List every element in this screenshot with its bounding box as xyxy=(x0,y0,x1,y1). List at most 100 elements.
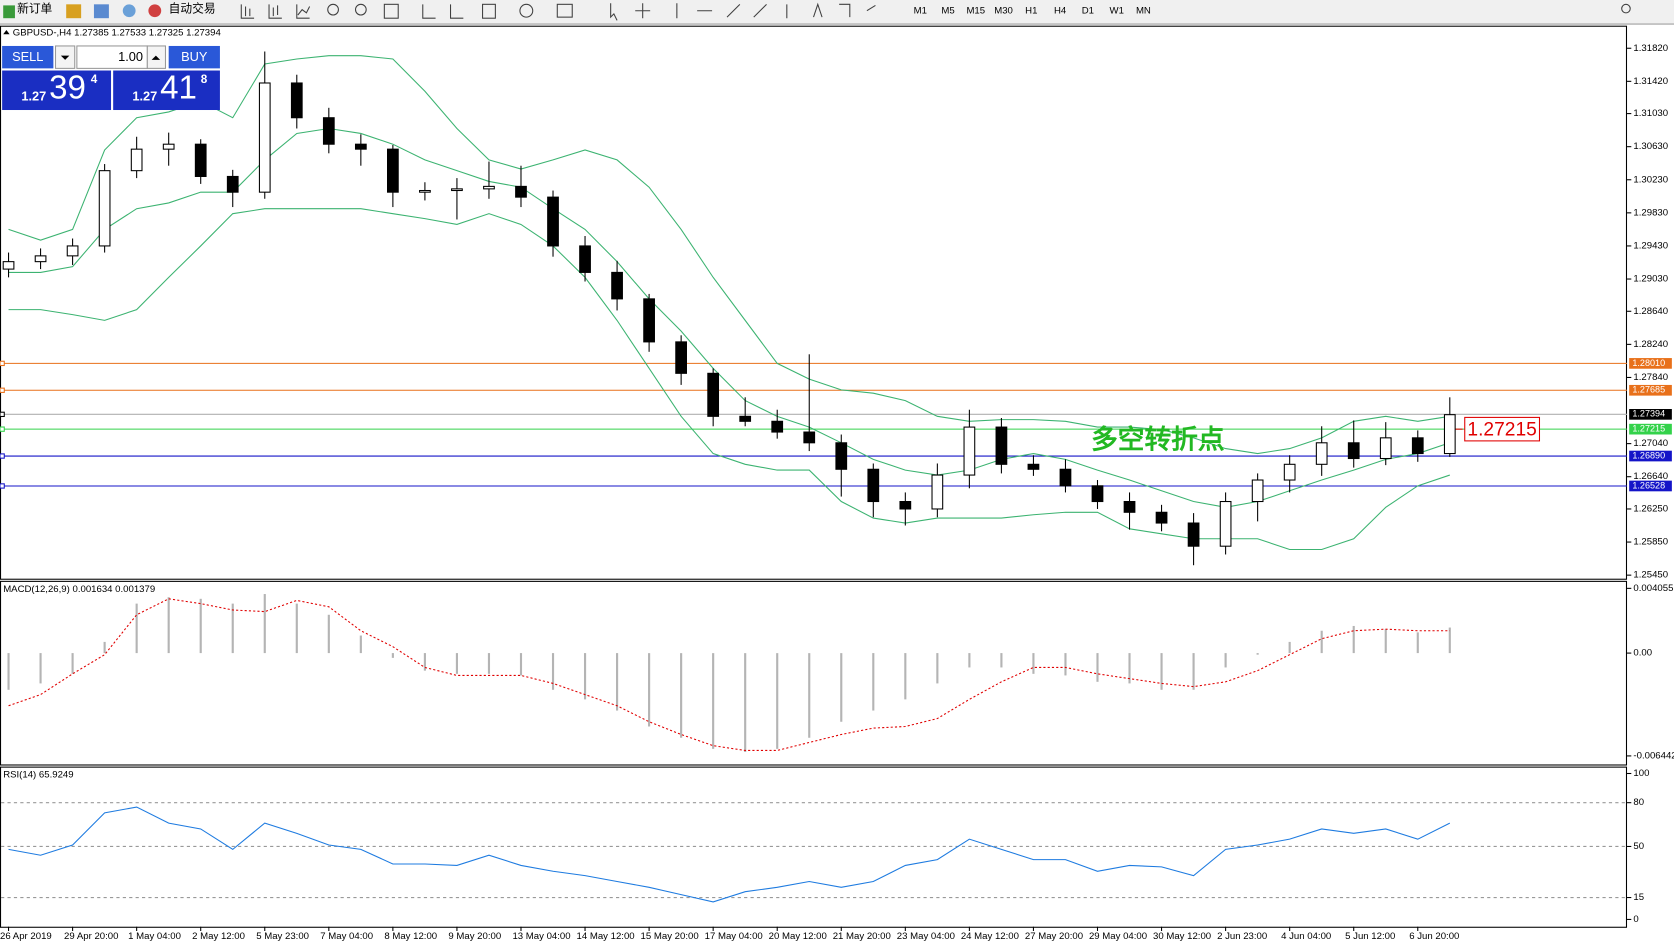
level-label: 1.26890 xyxy=(1632,450,1665,460)
sell-button[interactable] xyxy=(2,45,54,69)
candle-body xyxy=(1027,463,1040,470)
x-tick-label: 23 May 04:00 xyxy=(897,931,955,942)
candle-body xyxy=(899,500,912,510)
toolbar-icon[interactable] xyxy=(93,4,109,19)
rsi-frame xyxy=(0,766,1628,928)
candle-body xyxy=(1059,468,1072,487)
candle-body xyxy=(995,426,1008,465)
templates[interactable] xyxy=(556,3,573,18)
buy-button[interactable] xyxy=(168,45,220,69)
lot-value[interactable]: 1.00 xyxy=(118,49,143,64)
x-tick-label: 14 May 12:00 xyxy=(577,931,635,942)
rsi-line xyxy=(8,806,1451,903)
search-icon[interactable] xyxy=(1621,3,1631,14)
candle-body xyxy=(1091,485,1104,503)
y-tick-label: 1.27040 xyxy=(1633,438,1668,449)
sell-price-box[interactable] xyxy=(2,70,112,111)
candle-body xyxy=(419,189,431,193)
timeframe-bar[interactable]: M1 M5 M15 M30 H1 H4 D1 W1 MN xyxy=(914,5,1151,16)
candle-tool[interactable] xyxy=(268,4,282,19)
spinner-arrow[interactable] xyxy=(151,55,161,60)
callout-label: 1.27215 xyxy=(1467,419,1536,440)
candle-body xyxy=(2,261,15,270)
candle-body xyxy=(931,474,944,510)
y-tick-label: 1.25450 xyxy=(1633,570,1668,581)
new-order-icon[interactable] xyxy=(3,5,15,19)
candle-body xyxy=(1443,414,1456,455)
toolbar-tools[interactable] xyxy=(240,2,1631,21)
candle-body xyxy=(1411,437,1424,455)
buy-price-box[interactable] xyxy=(113,70,220,111)
timeframe-button[interactable]: H1 xyxy=(1025,5,1037,16)
sell-price-pips[interactable]: 39 xyxy=(49,69,86,106)
x-tick-label: 21 May 20:00 xyxy=(833,931,891,942)
bar-chart-tool[interactable] xyxy=(240,4,255,19)
level-handle xyxy=(0,387,5,393)
timeframe-button[interactable]: M1 xyxy=(914,5,927,16)
x-tick-label: 2 May 12:00 xyxy=(192,931,245,942)
timeframe-button[interactable]: W1 xyxy=(1110,5,1124,16)
toolbar xyxy=(0,0,1674,24)
buy-label[interactable]: BUY xyxy=(181,49,208,64)
level-label: 1.26528 xyxy=(1632,480,1665,490)
sell-label[interactable]: SELL xyxy=(12,49,43,64)
zoom-in[interactable] xyxy=(327,3,339,16)
toolbar-icon[interactable] xyxy=(66,4,82,19)
y-tick-label: 1.29030 xyxy=(1633,274,1668,285)
toolbar-icon[interactable] xyxy=(122,4,136,18)
line-tool[interactable] xyxy=(296,4,311,19)
level-handle xyxy=(0,411,5,418)
candle-body xyxy=(258,82,271,193)
x-tick-label: 1 May 04:00 xyxy=(128,931,181,942)
y-tick-label: 100 xyxy=(1633,768,1649,779)
crosshair-tool[interactable] xyxy=(635,3,651,19)
buy-price-big[interactable]: 1.27 xyxy=(132,89,157,104)
new-order-button[interactable]: 新订单 xyxy=(17,2,52,16)
cursor-tool[interactable] xyxy=(610,3,618,21)
sell-price-fraction[interactable]: 4 xyxy=(91,73,98,86)
candle-body xyxy=(194,143,207,177)
tile-windows[interactable] xyxy=(383,3,399,19)
scroll-tools[interactable] xyxy=(422,4,464,19)
timeframe-button[interactable]: D1 xyxy=(1082,5,1094,16)
level-label: 1.28010 xyxy=(1632,358,1665,368)
level-handle xyxy=(0,453,5,459)
y-tick-label: 0.004055 xyxy=(1633,583,1673,594)
y-tick-label: 1.31030 xyxy=(1633,108,1668,119)
indicators[interactable] xyxy=(482,3,496,19)
bollinger-band xyxy=(8,55,1450,455)
y-tick-label: 1.30630 xyxy=(1633,141,1668,152)
timeframe-button[interactable]: M15 xyxy=(966,5,985,16)
buy-price-fraction[interactable]: 8 xyxy=(201,73,208,86)
bollinger-band xyxy=(8,208,1450,551)
timeframe-button[interactable]: MN xyxy=(1136,5,1151,16)
y-tick-label: 0 xyxy=(1633,914,1638,925)
y-tick-label: 1.31820 xyxy=(1633,43,1668,54)
candle-body xyxy=(1315,442,1328,465)
chart-menu-arrow[interactable] xyxy=(3,29,10,35)
y-tick-label: 1.29830 xyxy=(1633,207,1668,218)
candle-body xyxy=(1283,463,1296,481)
sell-price-big[interactable]: 1.27 xyxy=(21,89,46,104)
candle-body xyxy=(611,271,623,300)
auto-trading-icon[interactable] xyxy=(148,4,162,18)
level-label: 1.27685 xyxy=(1632,385,1665,395)
x-tick-label: 8 May 12:00 xyxy=(384,931,437,942)
y-tick-label: 1.25850 xyxy=(1633,537,1668,548)
periods[interactable] xyxy=(519,3,534,18)
candle-body xyxy=(803,431,816,444)
x-tick-label: 27 May 20:00 xyxy=(1025,931,1083,942)
candle-body xyxy=(1155,511,1168,524)
timeframe-button[interactable]: M30 xyxy=(994,5,1013,16)
auto-trading-button[interactable]: 自动交易 xyxy=(169,2,216,16)
timeframe-button[interactable]: M5 xyxy=(941,5,954,16)
timeframe-button[interactable]: H4 xyxy=(1054,5,1067,16)
candle-body xyxy=(1347,442,1360,460)
y-tick-label: 1.31420 xyxy=(1633,76,1668,87)
macd-title: MACD(12,26,9) 0.001634 0.001379 xyxy=(3,584,155,595)
buy-price-pips[interactable]: 41 xyxy=(160,69,197,106)
zoom-out[interactable] xyxy=(354,3,367,16)
drawing-tools[interactable] xyxy=(676,2,876,19)
chart-title: GBPUSD-,H4 1.27385 1.27533 1.27325 1.273… xyxy=(13,28,222,39)
dropdown-arrow[interactable] xyxy=(60,55,70,60)
